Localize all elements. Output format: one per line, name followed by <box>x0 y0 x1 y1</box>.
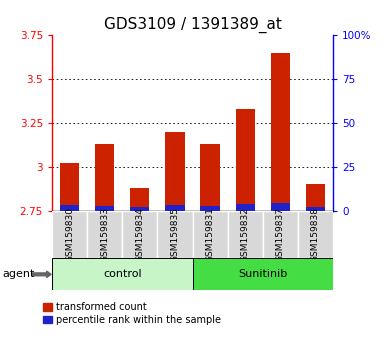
Text: GSM159834: GSM159834 <box>135 207 144 262</box>
Bar <box>165 132 184 211</box>
Bar <box>95 206 114 211</box>
FancyBboxPatch shape <box>87 211 122 258</box>
FancyBboxPatch shape <box>52 211 87 258</box>
Text: GSM159838: GSM159838 <box>311 207 320 262</box>
Bar <box>306 184 325 211</box>
Text: GSM159835: GSM159835 <box>171 207 179 262</box>
Text: GSM159830: GSM159830 <box>65 207 74 262</box>
Text: control: control <box>103 269 142 279</box>
FancyBboxPatch shape <box>157 211 192 258</box>
Bar <box>130 188 149 211</box>
Bar <box>236 204 255 211</box>
Title: GDS3109 / 1391389_at: GDS3109 / 1391389_at <box>104 16 281 33</box>
FancyBboxPatch shape <box>122 211 157 258</box>
FancyBboxPatch shape <box>52 258 192 290</box>
Bar <box>165 205 184 211</box>
FancyBboxPatch shape <box>228 211 263 258</box>
Bar <box>60 163 79 211</box>
Text: GSM159833: GSM159833 <box>100 207 109 262</box>
FancyBboxPatch shape <box>192 258 333 290</box>
Text: Sunitinib: Sunitinib <box>238 269 287 279</box>
Text: GSM159837: GSM159837 <box>276 207 285 262</box>
Bar <box>271 203 290 211</box>
Bar <box>201 144 220 211</box>
FancyBboxPatch shape <box>298 211 333 258</box>
Bar <box>60 205 79 211</box>
Legend: transformed count, percentile rank within the sample: transformed count, percentile rank withi… <box>44 302 221 325</box>
Bar <box>306 207 325 211</box>
FancyBboxPatch shape <box>263 211 298 258</box>
Bar <box>130 207 149 211</box>
Bar <box>95 144 114 211</box>
Text: agent: agent <box>2 269 34 279</box>
Bar <box>236 109 255 211</box>
Text: GSM159831: GSM159831 <box>206 207 214 262</box>
Text: GSM159832: GSM159832 <box>241 207 250 262</box>
Bar <box>271 53 290 211</box>
FancyBboxPatch shape <box>192 211 228 258</box>
Bar <box>201 206 220 211</box>
